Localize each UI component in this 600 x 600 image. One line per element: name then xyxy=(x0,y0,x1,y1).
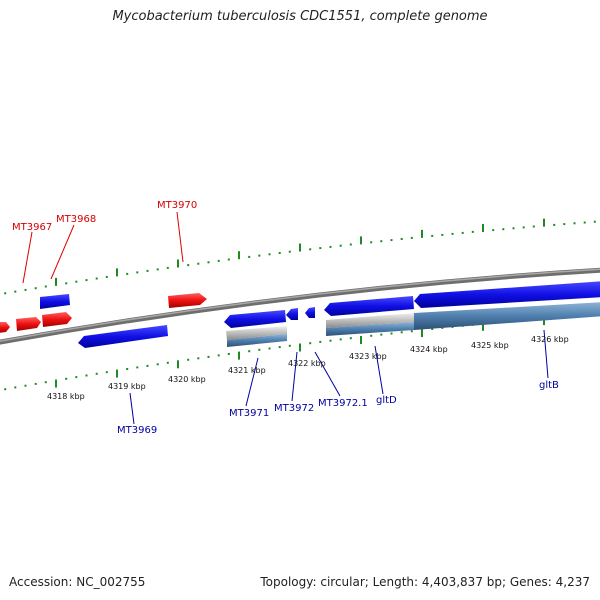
gene-arrow-reverse[interactable] xyxy=(414,281,600,308)
gene-arrow-forward[interactable] xyxy=(0,322,10,333)
label-leaders xyxy=(22,211,549,425)
scale-label: 4321 kbp xyxy=(228,366,266,375)
gene-label-mt3970[interactable]: MT3970 xyxy=(157,200,197,211)
scale-label: 4322 kbp xyxy=(288,359,326,368)
scale-label: 4320 kbp xyxy=(168,375,206,384)
gene-arrow-reverse[interactable] xyxy=(286,308,298,320)
scale-label: 4318 kbp xyxy=(47,392,85,401)
gene-labels: MT3967 MT3968 MT3970 MT3969 MT3971 MT397… xyxy=(12,200,559,436)
reverse-strand-genes xyxy=(40,281,600,348)
scale-label: 4319 kbp xyxy=(108,382,146,391)
gene-label-mt3968[interactable]: MT3968 xyxy=(56,214,96,225)
gene-arrow-reverse[interactable] xyxy=(305,307,315,318)
page-title: Mycobacterium tuberculosis CDC1551, comp… xyxy=(112,9,488,24)
gene-arrow-forward[interactable] xyxy=(168,293,207,308)
gene-arrow-forward[interactable] xyxy=(16,317,41,331)
gene-label-mt3971[interactable]: MT3971 xyxy=(229,408,269,419)
feature-band-steel xyxy=(326,322,414,336)
gene-arrow-reverse[interactable] xyxy=(40,294,70,309)
gene-label-mt3972[interactable]: MT3972 xyxy=(274,403,314,414)
outer-tick-ring xyxy=(4,218,596,295)
genome-backbone xyxy=(0,267,600,345)
feature-band-gray xyxy=(226,326,287,340)
gene-arrow-reverse[interactable] xyxy=(324,296,414,316)
scale-label: 4325 kbp xyxy=(471,341,509,350)
genome-backbone-highlight xyxy=(0,268,600,342)
forward-strand-genes xyxy=(0,293,207,333)
genome-summary-text: Topology: circular; Length: 4,403,837 bp… xyxy=(260,575,590,589)
scale-label: 4326 kbp xyxy=(531,335,569,344)
scale-label: 4324 kbp xyxy=(410,345,448,354)
gene-arrow-reverse[interactable] xyxy=(224,310,286,328)
gene-label-mt3972-1[interactable]: MT3972.1 xyxy=(318,398,368,409)
feature-band-gray xyxy=(326,313,414,328)
accession-text: Accession: NC_002755 xyxy=(9,575,146,589)
gene-arrow-forward[interactable] xyxy=(42,312,72,327)
gene-label-gltb[interactable]: gltB xyxy=(539,380,559,391)
gene-label-gltd[interactable]: gltD xyxy=(376,395,397,406)
feature-band-steel xyxy=(227,334,287,347)
scale-label: 4323 kbp xyxy=(349,352,387,361)
gene-label-mt3969[interactable]: MT3969 xyxy=(117,425,157,436)
feature-band-steel xyxy=(414,302,600,330)
gene-arrow-reverse[interactable] xyxy=(78,325,168,348)
scale-labels: 4318 kbp 4319 kbp 4320 kbp 4321 kbp 4322… xyxy=(47,335,569,401)
gene-label-mt3967[interactable]: MT3967 xyxy=(12,222,52,233)
